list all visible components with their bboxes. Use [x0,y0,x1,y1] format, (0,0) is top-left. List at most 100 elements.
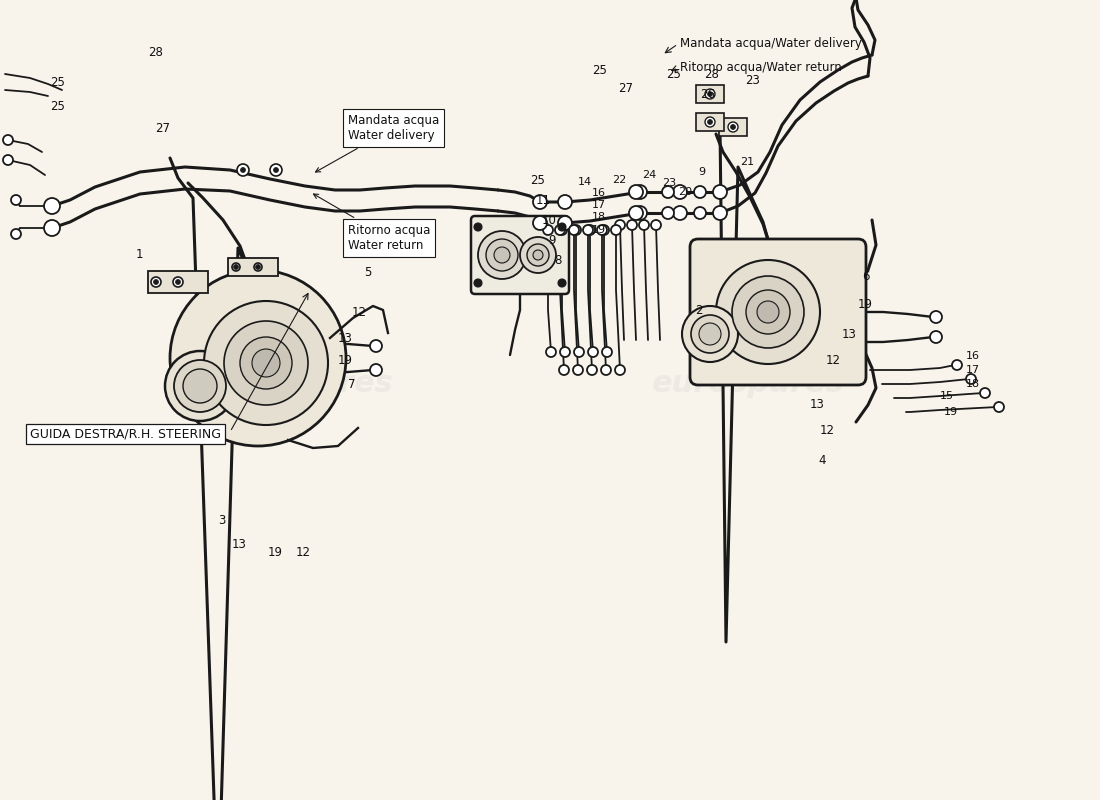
Circle shape [534,250,543,260]
Circle shape [673,206,688,220]
Text: 27: 27 [618,82,632,94]
Text: 27: 27 [155,122,170,134]
FancyBboxPatch shape [471,216,569,294]
Circle shape [520,237,556,273]
Text: Ritorno acqua/Water return: Ritorno acqua/Water return [680,61,842,74]
FancyBboxPatch shape [228,258,278,276]
Text: 26: 26 [700,87,715,101]
Text: eurospares: eurospares [200,370,394,398]
Circle shape [44,220,60,236]
Circle shape [173,277,183,287]
FancyBboxPatch shape [696,85,724,103]
Circle shape [930,331,942,343]
Circle shape [44,198,60,214]
Circle shape [716,260,820,364]
Circle shape [558,223,566,231]
Circle shape [980,388,990,398]
Circle shape [254,263,262,271]
Text: 13: 13 [338,331,353,345]
Circle shape [3,135,13,145]
Circle shape [583,225,593,235]
Text: 4: 4 [818,454,825,466]
Text: 25: 25 [50,75,65,89]
Circle shape [233,265,239,270]
Circle shape [557,225,566,235]
Circle shape [240,337,292,389]
Text: 12: 12 [820,423,835,437]
Circle shape [632,185,647,199]
Text: 17: 17 [592,200,606,210]
Circle shape [560,347,570,357]
Circle shape [728,122,738,132]
Circle shape [707,91,713,97]
Circle shape [698,323,720,345]
Circle shape [930,311,942,323]
Circle shape [534,216,547,230]
Circle shape [546,347,556,357]
Circle shape [274,167,278,173]
Circle shape [629,206,644,220]
Text: 28: 28 [148,46,163,58]
Circle shape [571,225,581,235]
Text: 25: 25 [530,174,544,186]
Text: 25: 25 [592,63,607,77]
Circle shape [558,195,572,209]
Circle shape [585,225,595,235]
Circle shape [615,220,625,230]
Text: Mandata acqua
Water delivery: Mandata acqua Water delivery [316,114,439,172]
Text: 9: 9 [548,234,556,246]
Text: 19: 19 [944,407,958,417]
Circle shape [629,185,644,199]
Circle shape [574,347,584,357]
Circle shape [252,349,280,377]
Text: 25: 25 [666,67,681,81]
Text: 13: 13 [232,538,246,550]
Text: 12: 12 [352,306,367,318]
Circle shape [707,119,713,125]
Text: 13: 13 [842,327,857,341]
Circle shape [556,225,565,235]
Circle shape [474,279,482,287]
Text: 7: 7 [348,378,355,391]
Text: 23: 23 [745,74,760,86]
Circle shape [662,186,674,198]
Circle shape [270,164,282,176]
Circle shape [602,347,612,357]
Circle shape [165,351,235,421]
Text: 1: 1 [136,249,143,262]
Text: 3: 3 [218,514,226,526]
Text: 6: 6 [862,270,869,282]
Circle shape [746,290,790,334]
Circle shape [662,207,674,219]
Circle shape [3,155,13,165]
Circle shape [673,185,688,199]
Circle shape [588,347,598,357]
Circle shape [241,167,245,173]
Circle shape [573,365,583,375]
Circle shape [558,279,566,287]
Text: 12: 12 [826,354,842,366]
Circle shape [11,229,21,239]
Text: 16: 16 [592,188,606,198]
Circle shape [632,206,647,220]
Text: 5: 5 [364,266,372,278]
Circle shape [615,365,625,375]
Text: 23: 23 [662,178,676,188]
Circle shape [170,270,346,446]
Text: 24: 24 [642,170,657,180]
Text: 25: 25 [50,101,65,114]
Text: 9: 9 [698,167,705,177]
Circle shape [558,216,572,230]
Circle shape [994,402,1004,412]
Circle shape [474,223,482,231]
FancyBboxPatch shape [690,239,866,385]
Circle shape [478,231,526,279]
FancyBboxPatch shape [696,113,724,131]
Text: 8: 8 [554,254,561,266]
Text: 21: 21 [740,157,755,167]
Text: 16: 16 [966,351,980,361]
Circle shape [370,340,382,352]
Circle shape [176,279,180,285]
Circle shape [232,263,240,271]
Text: 19: 19 [592,225,606,235]
